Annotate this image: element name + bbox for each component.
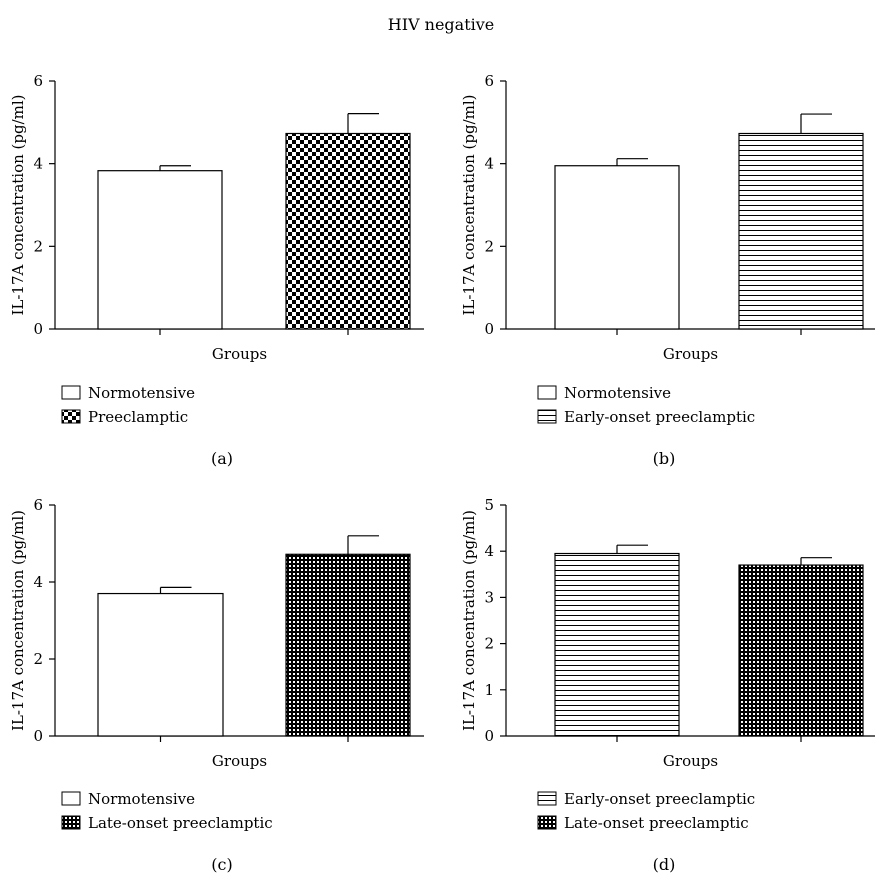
legend-label: Normotensive bbox=[564, 384, 671, 402]
legend-swatch bbox=[61, 791, 81, 806]
y-tick-label: 3 bbox=[484, 588, 494, 606]
y-tick-label: 2 bbox=[484, 635, 494, 653]
legend-swatch bbox=[537, 409, 557, 424]
bar-1 bbox=[97, 592, 224, 737]
chart-panel-c: 0 2 4 6 IL-17A concentration (pg/ml) Groups No… bbox=[9, 496, 424, 874]
y-tick-label: 2 bbox=[484, 237, 494, 255]
y-axis-label: IL-17A concentration (pg/ml) bbox=[460, 94, 478, 315]
legend-swatch bbox=[61, 815, 81, 830]
x-axis-label: Groups bbox=[663, 752, 718, 770]
panel-label: (b) bbox=[653, 449, 676, 468]
y-axis-label: IL-17A concentration (pg/ml) bbox=[9, 510, 27, 731]
x-axis-label: Groups bbox=[212, 752, 267, 770]
legend-swatch bbox=[61, 385, 81, 400]
y-tick-label: 6 bbox=[484, 72, 494, 90]
y-tick-label: 6 bbox=[33, 72, 43, 90]
legend-label: Normotensive bbox=[88, 790, 195, 808]
chart-panel-a: 0 2 4 6 IL-17A concentration (pg/ml) Groups No… bbox=[9, 72, 424, 468]
legend-swatch bbox=[61, 409, 81, 424]
figure-title: HIV negative bbox=[388, 15, 495, 34]
bar-1 bbox=[554, 165, 680, 330]
legend-swatch bbox=[537, 815, 557, 830]
y-tick-label: 4 bbox=[33, 573, 43, 591]
y-tick-label: 0 bbox=[33, 727, 43, 745]
y-tick-label: 0 bbox=[484, 320, 494, 338]
y-tick-label: 2 bbox=[33, 237, 43, 255]
y-tick-label: 4 bbox=[484, 542, 494, 560]
legend-label: Late-onset preeclamptic bbox=[88, 814, 273, 832]
bar-1 bbox=[97, 170, 223, 330]
y-axis-label: IL-17A concentration (pg/ml) bbox=[460, 510, 478, 731]
panel-label: (a) bbox=[211, 449, 233, 468]
y-tick-label: 0 bbox=[33, 320, 43, 338]
y-tick-label: 1 bbox=[484, 681, 494, 699]
legend-label: Early-onset preeclamptic bbox=[564, 408, 755, 426]
bar-1 bbox=[554, 552, 680, 737]
x-axis-label: Groups bbox=[212, 345, 267, 363]
y-tick-label: 5 bbox=[484, 496, 494, 514]
bar-2 bbox=[738, 564, 864, 737]
panel-label: (d) bbox=[653, 855, 676, 874]
y-tick-label: 2 bbox=[33, 650, 43, 668]
legend-label: Normotensive bbox=[88, 384, 195, 402]
y-tick-label: 4 bbox=[33, 155, 43, 173]
y-tick-label: 4 bbox=[484, 155, 494, 173]
bar-2 bbox=[738, 132, 864, 330]
legend-swatch bbox=[537, 791, 557, 806]
bar-2 bbox=[285, 132, 411, 330]
chart-panel-b: 0 2 4 6 IL-17A concentration (pg/ml) Groups No… bbox=[460, 72, 875, 468]
x-axis-label: Groups bbox=[663, 345, 718, 363]
legend-label: Early-onset preeclamptic bbox=[564, 790, 755, 808]
y-tick-label: 6 bbox=[33, 496, 43, 514]
panel-label: (c) bbox=[211, 855, 232, 874]
legend-swatch bbox=[537, 385, 557, 400]
bar-2 bbox=[285, 553, 411, 737]
legend-label: Preeclamptic bbox=[88, 408, 188, 426]
chart-panel-d: 0 1 2 3 4 5 IL-17A concentration (pg/ml) Groups… bbox=[460, 496, 875, 874]
y-tick-label: 0 bbox=[484, 727, 494, 745]
y-axis-label: IL-17A concentration (pg/ml) bbox=[9, 94, 27, 315]
legend-label: Late-onset preeclamptic bbox=[564, 814, 749, 832]
